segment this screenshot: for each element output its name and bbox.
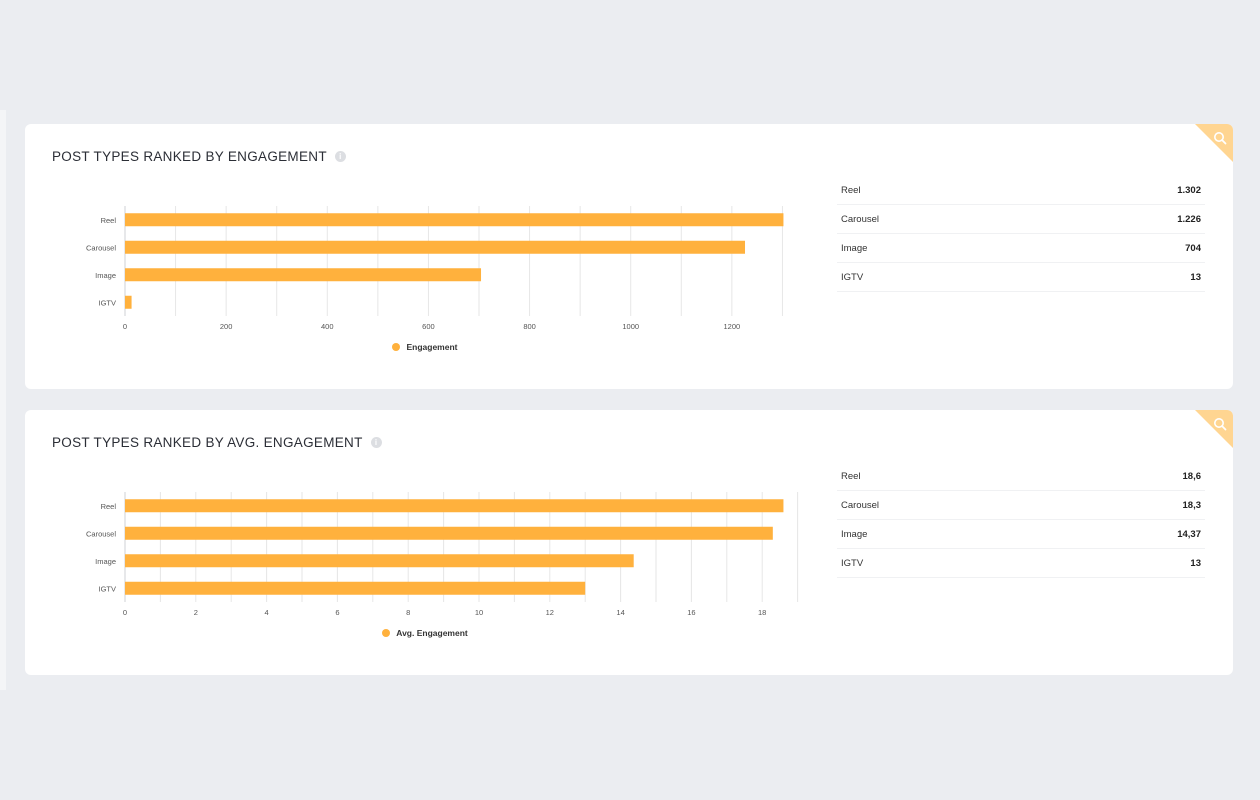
y-tick-label: Carousel bbox=[86, 243, 116, 252]
bar-igtv bbox=[125, 295, 132, 309]
stats-label: Image bbox=[841, 242, 868, 254]
stats-value: 18,6 bbox=[1182, 470, 1202, 482]
legend-label: Avg. Engagement bbox=[396, 628, 468, 638]
card-title: POST TYPES RANKED BY AVG. ENGAGEMENT i bbox=[52, 435, 382, 450]
avg-engagement-bar-chart: ReelCarouselImageIGTV02468101214161820 bbox=[86, 492, 799, 617]
stats-table: Reel 1.302 Carousel 1.226 Image 704 IGTV… bbox=[837, 176, 1205, 292]
x-tick-label: 400 bbox=[321, 322, 334, 331]
x-tick-label: 800 bbox=[523, 322, 536, 331]
left-strip bbox=[0, 110, 6, 690]
x-tick-label: 6 bbox=[335, 608, 339, 617]
x-tick-label: 600 bbox=[422, 322, 435, 331]
engagement-card: POST TYPES RANKED BY ENGAGEMENT i Reel Ca… bbox=[25, 124, 1233, 389]
y-tick-label: Carousel bbox=[86, 529, 116, 538]
x-tick-label: 4 bbox=[265, 608, 269, 617]
bar-igtv bbox=[125, 581, 586, 595]
info-icon[interactable]: i bbox=[370, 437, 382, 448]
card-title-text: POST TYPES RANKED BY AVG. ENGAGEMENT bbox=[52, 435, 363, 450]
bar-reel bbox=[125, 499, 784, 513]
stats-row: Image 704 bbox=[837, 234, 1205, 263]
stats-label: IGTV bbox=[841, 271, 864, 283]
x-tick-label: 16 bbox=[687, 608, 695, 617]
legend-marker bbox=[392, 343, 401, 351]
y-tick-label: Image bbox=[95, 557, 116, 566]
bar-carousel bbox=[125, 240, 746, 254]
bar-carousel bbox=[125, 526, 773, 540]
legend-label: Engagement bbox=[406, 342, 458, 352]
stats-label: IGTV bbox=[841, 557, 864, 569]
y-tick-label: IGTV bbox=[98, 298, 116, 307]
stats-row: Reel 18,6 bbox=[837, 462, 1205, 491]
stats-row: IGTV 13 bbox=[837, 549, 1205, 578]
stats-label: Carousel bbox=[841, 213, 880, 225]
stats-value: 18,3 bbox=[1182, 499, 1202, 511]
info-icon[interactable]: i bbox=[334, 151, 346, 162]
card-title-text: POST TYPES RANKED BY ENGAGEMENT bbox=[52, 149, 327, 164]
stats-label: Reel bbox=[841, 470, 861, 482]
x-tick-label: 14 bbox=[616, 608, 624, 617]
stats-label: Carousel bbox=[841, 499, 880, 511]
stats-row: Image 14,37 bbox=[837, 520, 1205, 549]
avg-engagement-card: POST TYPES RANKED BY AVG. ENGAGEMENT i R… bbox=[25, 410, 1233, 675]
zoom-icon[interactable] bbox=[1195, 410, 1233, 448]
engagement-bar-chart: Reel Carousel Image IGTV 0 200 400 600 800 1000 12… bbox=[86, 206, 825, 331]
stats-value: 704 bbox=[1185, 242, 1201, 254]
chart-legend[interactable]: Engagement bbox=[25, 342, 825, 352]
y-tick-label: Reel bbox=[101, 216, 117, 225]
bar-reel bbox=[125, 213, 784, 227]
x-tick-label: 18 bbox=[758, 608, 766, 617]
x-tick-label: 1000 bbox=[622, 322, 639, 331]
y-tick-label: IGTV bbox=[98, 584, 116, 593]
x-tick-label: 0 bbox=[123, 608, 127, 617]
zoom-icon[interactable] bbox=[1195, 124, 1233, 162]
x-tick-label: 10 bbox=[475, 608, 483, 617]
x-tick-label: 0 bbox=[123, 322, 127, 331]
bar-image bbox=[125, 268, 482, 282]
x-tick-label: 200 bbox=[220, 322, 233, 331]
stats-value: 1.302 bbox=[1177, 184, 1201, 196]
stats-row: Carousel 1.226 bbox=[837, 205, 1205, 234]
x-tick-label: 8 bbox=[406, 608, 410, 617]
bar-image bbox=[125, 554, 634, 568]
stats-label: Reel bbox=[841, 184, 861, 196]
x-tick-label: 2 bbox=[194, 608, 198, 617]
x-tick-label: 12 bbox=[546, 608, 554, 617]
stats-row: IGTV 13 bbox=[837, 263, 1205, 292]
stats-value: 14,37 bbox=[1177, 528, 1201, 540]
chart-legend[interactable]: Avg. Engagement bbox=[25, 628, 825, 638]
stats-table: Reel 18,6 Carousel 18,3 Image 14,37 IGTV… bbox=[837, 462, 1205, 578]
legend-marker bbox=[382, 629, 391, 637]
stats-value: 1.226 bbox=[1177, 213, 1201, 225]
y-tick-label: Reel bbox=[101, 502, 117, 511]
x-tick-label: 1200 bbox=[724, 322, 741, 331]
y-tick-label: Image bbox=[95, 271, 116, 280]
stats-value: 13 bbox=[1190, 557, 1201, 569]
stats-value: 13 bbox=[1190, 271, 1201, 283]
stats-label: Image bbox=[841, 528, 868, 540]
stats-row: Reel 1.302 bbox=[837, 176, 1205, 205]
stats-row: Carousel 18,3 bbox=[837, 491, 1205, 520]
card-title: POST TYPES RANKED BY ENGAGEMENT i bbox=[52, 149, 346, 164]
